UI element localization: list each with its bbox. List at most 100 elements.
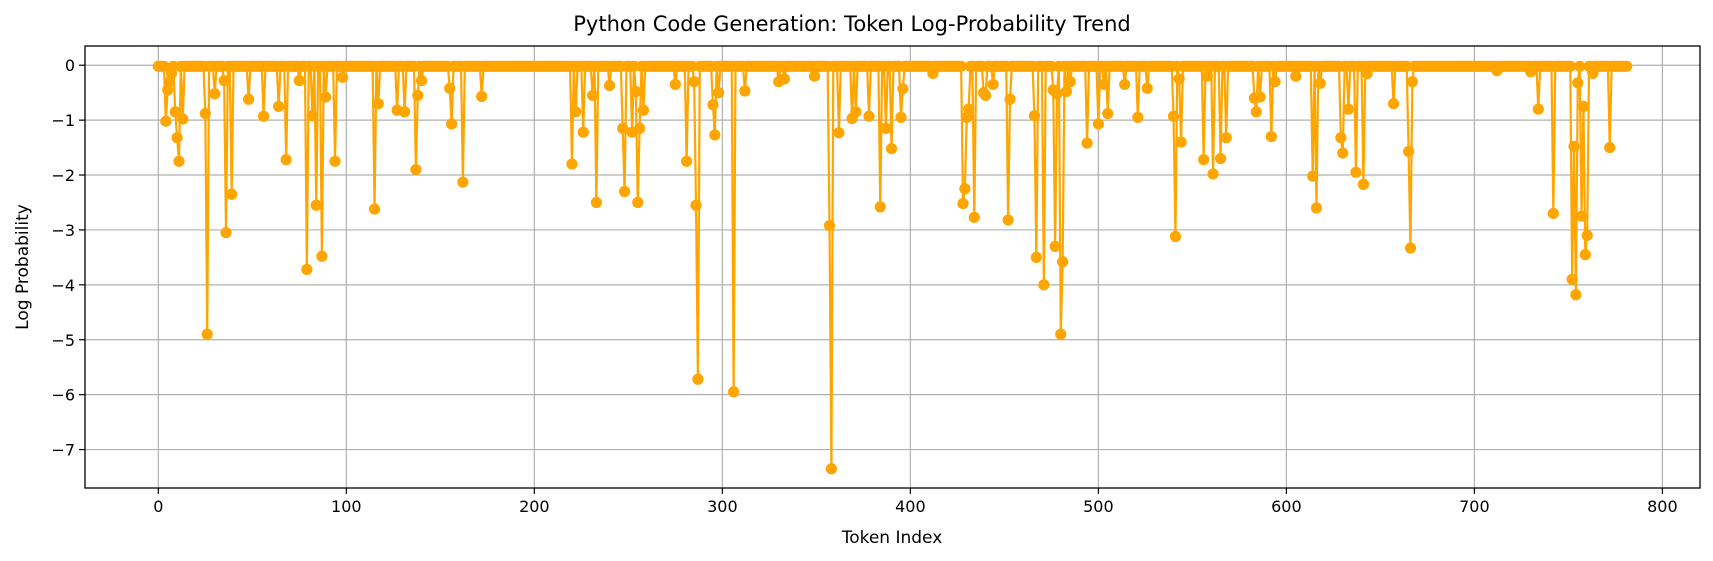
data-point (1290, 70, 1302, 82)
data-point (1220, 132, 1232, 144)
y-tick-label: −5 (51, 331, 75, 350)
data-point (1030, 251, 1042, 263)
data-point (218, 74, 230, 87)
series-markers (152, 60, 1633, 475)
data-point (293, 74, 305, 87)
data-point (1169, 230, 1182, 243)
x-tick-label: 100 (331, 497, 362, 516)
data-point (1098, 78, 1110, 91)
data-point (707, 99, 719, 111)
data-point (1574, 60, 1586, 72)
data-point (833, 127, 845, 139)
y-tick-label: −2 (51, 166, 75, 185)
data-point (301, 263, 313, 276)
data-point (1547, 207, 1559, 220)
data-point (823, 219, 836, 232)
data-point (618, 185, 631, 198)
data-point (590, 196, 602, 209)
data-point (1387, 98, 1400, 110)
data-point (712, 87, 725, 99)
data-point (310, 199, 322, 211)
data-point (1175, 136, 1187, 148)
x-tick-label: 400 (895, 497, 926, 516)
y-tick-label: −3 (51, 221, 75, 240)
data-point (372, 98, 384, 110)
data-point (632, 196, 644, 209)
data-point (885, 143, 898, 155)
data-point (1577, 100, 1590, 112)
data-point (739, 85, 751, 97)
data-point (1579, 249, 1591, 261)
y-axis: 0 −1 −2 −3 −4 −5 −6 −7 (51, 56, 85, 460)
data-point (709, 129, 721, 141)
data-point (603, 79, 616, 92)
data-point (1250, 106, 1262, 118)
data-point (280, 154, 292, 166)
data-point (987, 78, 999, 91)
data-point (1566, 273, 1578, 285)
data-point (415, 74, 428, 87)
data-point (1055, 328, 1067, 340)
x-tick-label: 800 (1647, 497, 1678, 516)
data-point (226, 188, 238, 200)
data-point (1402, 145, 1415, 158)
data-point (1269, 76, 1281, 88)
data-point (171, 132, 183, 144)
data-point (850, 106, 862, 118)
data-point (1342, 103, 1355, 115)
x-tick-label: 600 (1271, 497, 1302, 516)
data-point (1060, 85, 1073, 98)
data-point (874, 201, 886, 213)
data-point (476, 90, 488, 103)
data-point (1198, 154, 1210, 166)
data-point (158, 60, 170, 72)
data-point (1621, 60, 1633, 72)
data-point (1335, 132, 1347, 144)
y-tick-label: 0 (65, 56, 75, 75)
data-point (1575, 210, 1588, 222)
x-tick-label: 300 (707, 497, 738, 516)
data-point (630, 85, 642, 98)
data-point (368, 203, 381, 215)
data-point (577, 126, 589, 138)
y-axis-label: Log Probability (13, 204, 33, 330)
data-point (1207, 168, 1219, 180)
data-point (177, 113, 189, 125)
x-tick-label: 500 (1083, 497, 1114, 516)
data-point (808, 70, 821, 82)
y-tick-label: −7 (51, 441, 75, 460)
data-point (446, 118, 458, 130)
data-point (617, 122, 629, 134)
x-tick-label: 0 (153, 497, 163, 516)
series-line (158, 65, 1627, 469)
data-point (1141, 82, 1153, 94)
data-point (1307, 170, 1319, 182)
data-point (1081, 137, 1093, 149)
chart-title: Python Code Generation: Token Log-Probab… (573, 12, 1130, 36)
data-point (825, 463, 838, 475)
data-point (957, 197, 969, 210)
data-point (1564, 60, 1576, 72)
data-point (220, 227, 232, 239)
x-tick-label: 700 (1459, 497, 1490, 516)
data-point (1002, 214, 1014, 226)
data-point (410, 163, 422, 176)
data-point (728, 386, 740, 398)
data-point (1406, 76, 1418, 88)
data-point (1173, 73, 1185, 85)
data-point (1337, 147, 1349, 159)
data-point (897, 83, 909, 95)
data-point (1057, 256, 1069, 268)
data-point (199, 107, 211, 120)
data-point (1119, 78, 1131, 91)
data-point (1568, 140, 1580, 153)
data-point (692, 373, 704, 385)
data-point (399, 106, 411, 118)
data-point (169, 106, 181, 118)
data-point (959, 183, 971, 195)
data-point (1570, 289, 1582, 301)
data-point (1167, 110, 1180, 122)
data-point (688, 76, 700, 88)
data-point (880, 122, 892, 134)
